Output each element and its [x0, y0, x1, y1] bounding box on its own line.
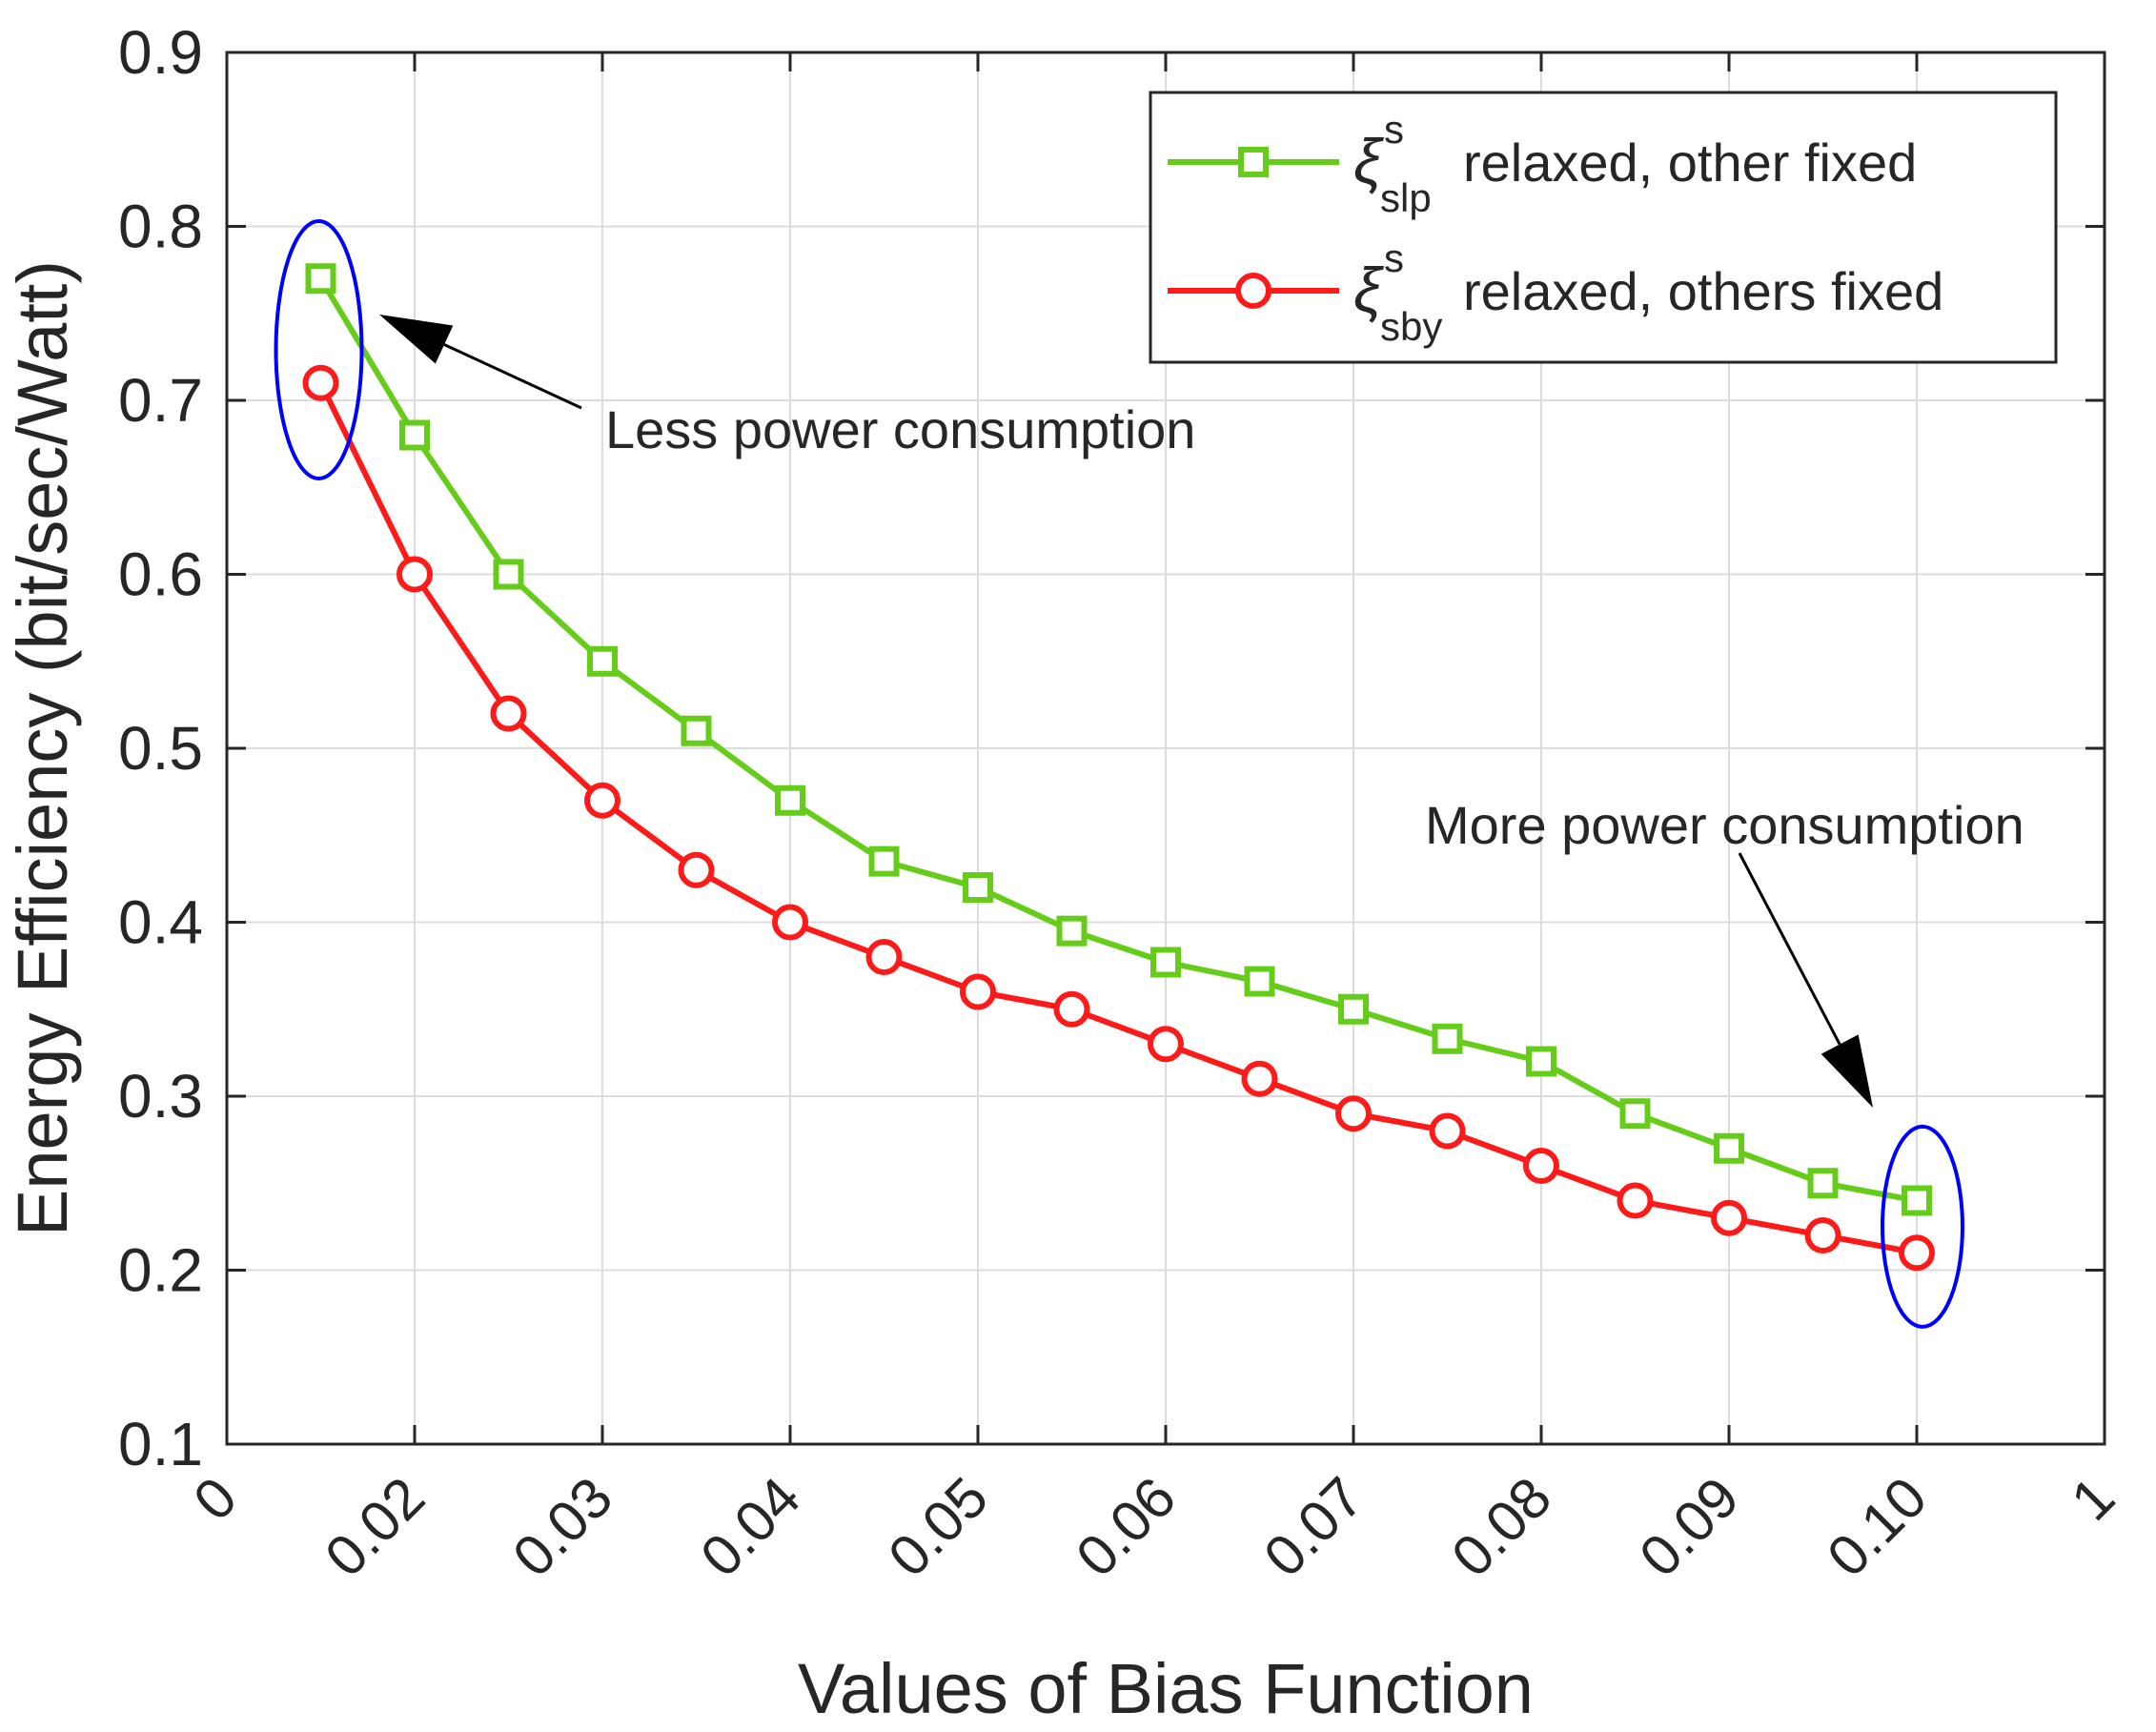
data-point-sby [397, 556, 433, 593]
legend-label: relaxed, others fixed [1463, 261, 1943, 321]
arrow-less-power [379, 315, 582, 410]
data-point-sby [960, 973, 996, 1010]
x-tick-label: 0.04 [688, 1465, 812, 1589]
annotation-less-power: Less power consumption [605, 399, 1195, 459]
data-point-sby [584, 782, 620, 819]
data-point-slp [493, 559, 524, 590]
y-tick-label: 0.1 [118, 1410, 203, 1478]
data-point-slp [1150, 947, 1181, 978]
arrow-shaft [1738, 852, 1841, 1046]
x-tick-label: 0.03 [500, 1465, 624, 1589]
y-tick-label: 0.4 [118, 888, 203, 957]
y-tick-label: 0.2 [118, 1236, 203, 1305]
data-point-sby [865, 939, 903, 975]
data-point-sby [1241, 1060, 1278, 1097]
data-point-sby [678, 851, 715, 888]
data-point-slp [681, 715, 712, 746]
highlight-ellipse-end [1881, 1124, 1964, 1329]
data-point-slp [399, 419, 430, 451]
arrow-head [1820, 1034, 1873, 1108]
x-tick-label: 0.08 [1439, 1465, 1563, 1589]
series-slp [305, 263, 1932, 1216]
y-tick-label: 0.7 [118, 366, 203, 435]
x-tick-label: 0.09 [1627, 1465, 1751, 1589]
data-point-sby [1523, 1148, 1559, 1184]
y-tick-label: 0.3 [118, 1062, 203, 1131]
legend-entry-sby: ξ s sby relaxed, others fixed [1168, 235, 1943, 349]
y-tick-label: 0.5 [118, 714, 203, 783]
arrow-head [379, 315, 454, 364]
legend-subscript: slp [1380, 175, 1432, 220]
data-point-sby [1335, 1095, 1372, 1132]
legend-label: relaxed, other fixed [1463, 132, 1917, 193]
series-layer [302, 263, 1935, 1272]
data-point-sby [772, 904, 808, 941]
data-point-sby [1617, 1182, 1654, 1219]
data-point-slp [587, 645, 618, 677]
arrow-shaft [443, 343, 582, 410]
legend-marker [1238, 147, 1269, 177]
y-tick-label: 0.6 [118, 540, 203, 609]
x-axis-label: Values of Bias Function [798, 1649, 1534, 1728]
data-point-sby [1711, 1199, 1747, 1236]
data-point-slp [868, 846, 900, 877]
highlights [274, 219, 1964, 1329]
annotation-arrows [379, 315, 1873, 1108]
legend-entry-slp: ξ s slp relaxed, other fixed [1168, 107, 1917, 220]
data-point-slp [1244, 966, 1275, 997]
data-point-slp [963, 872, 993, 903]
annotation-more-power: More power consumption [1425, 795, 2024, 855]
arrow-more-power [1738, 852, 1873, 1108]
data-point-slp [1432, 1023, 1463, 1054]
data-point-sby [1053, 990, 1090, 1028]
data-point-sby [490, 695, 527, 732]
highlight-ellipse-start [274, 219, 364, 480]
data-point-sby [302, 364, 339, 401]
legend-symbol: ξ [1353, 255, 1384, 325]
x-tick-label: 1 [2059, 1465, 2126, 1533]
x-tick-label: 0.10 [1815, 1465, 1939, 1589]
x-tick-label: 0.06 [1064, 1465, 1188, 1589]
x-tick-label: 0.02 [313, 1465, 437, 1589]
x-tick-label: 0.05 [876, 1465, 1000, 1589]
y-tick-label: 0.8 [118, 193, 203, 261]
data-point-slp [1526, 1046, 1556, 1077]
data-point-slp [1338, 993, 1369, 1025]
data-point-sby [1148, 1026, 1184, 1063]
series-sby [302, 364, 1935, 1272]
data-point-slp [1056, 915, 1088, 947]
legend-superscript: s [1384, 235, 1404, 280]
legend-box [1149, 91, 2058, 364]
data-point-slp [1619, 1098, 1651, 1130]
x-tick-label: 0.07 [1251, 1465, 1375, 1589]
data-point-slp [1902, 1185, 1932, 1216]
data-point-slp [1807, 1168, 1839, 1199]
legend-marker [1235, 273, 1271, 309]
data-point-sby [1804, 1217, 1841, 1253]
data-point-slp [305, 263, 336, 295]
series-line-slp [317, 276, 1918, 1204]
data-point-slp [775, 784, 805, 816]
data-point-sby [1429, 1112, 1466, 1150]
legend-superscript: s [1384, 107, 1404, 152]
data-point-sby [1899, 1234, 1935, 1272]
legend-subscript: sby [1380, 304, 1442, 349]
y-tick-label: 0.9 [118, 18, 203, 87]
data-point-slp [1714, 1132, 1744, 1164]
legend-symbol: ξ [1353, 126, 1384, 196]
y-axis-label: Energy Efficiency (bit/sec/Watt) [3, 260, 82, 1236]
